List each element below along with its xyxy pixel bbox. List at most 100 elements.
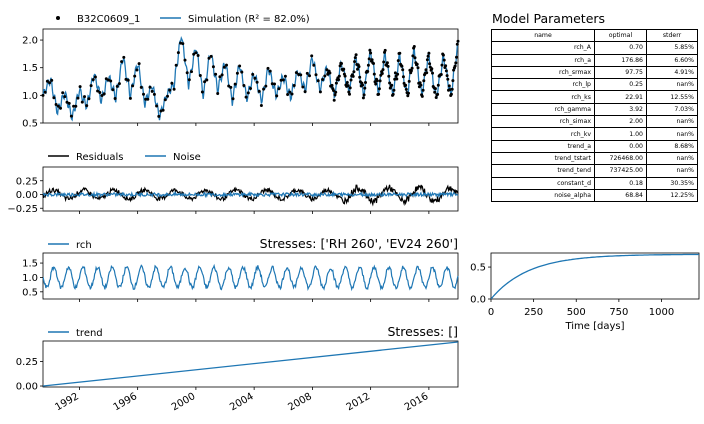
legend-obs: B32C0609_1 [77,14,140,25]
header-stderr: stderr [646,28,698,43]
param-name: rch_srmax [491,65,595,80]
observation-point [244,95,248,99]
param-row: trend_tend 737425.00 nan% [491,164,698,178]
params-table: name optimal stderr rch_A 0.70 5.85% rch_a 1… [491,28,698,203]
observation-point [268,69,272,73]
observation-point [76,96,80,100]
observation-point [109,79,113,83]
observation-point [45,79,49,83]
observation-point [166,94,169,98]
x-tick-label: 2004 [228,391,256,413]
observation-point [456,39,460,43]
observation-point [449,92,453,96]
observation-point [80,100,84,104]
observation-point [353,60,357,64]
observation-point [428,62,432,66]
param-name: trend_tend [491,164,595,178]
observation-point [352,70,356,74]
observation-point [348,86,352,90]
legend-trend: trend [76,328,103,339]
sim-plot [41,35,460,122]
param-optimal: 0.70 [594,41,647,55]
observation-point [275,94,279,98]
observation-point [207,56,211,60]
observation-point [194,51,198,55]
observation-point [270,82,274,86]
observation-point [415,62,419,66]
param-optimal: 1.00 [594,127,647,141]
observation-point [308,74,311,78]
observation-point [161,108,165,112]
observation-point [126,78,130,82]
x-tick-label: 1000 [649,307,674,318]
observation-point [453,64,457,68]
observation-point [310,54,314,58]
observation-point [404,87,408,91]
rch-line [42,263,459,292]
observation-point [393,71,397,75]
observation-point [50,78,54,82]
observation-point [312,63,316,67]
observation-point [372,72,376,76]
observation-point [446,77,450,81]
param-stderr: 5.85% [646,41,698,55]
rch-axes [42,252,459,300]
observation-point [185,71,189,75]
observation-point [455,42,459,46]
param-row: rch_A 0.70 5.85% [491,41,698,55]
residuals-line [42,184,459,207]
y-tick-label: 1.0 [22,273,38,284]
step-plot [490,253,699,300]
observation-point [266,66,270,70]
observation-point [74,104,78,108]
observation-point [203,80,207,84]
observation-point [117,82,121,86]
param-optimal: 176.86 [594,53,647,67]
observation-point [362,93,366,97]
observation-point [321,78,325,81]
param-name: rch_simax [491,115,595,129]
observation-point [363,86,367,90]
observation-point [229,85,233,89]
step-xlabel: Time [days] [564,321,624,332]
observation-point [146,97,150,101]
legend-noise: Noise [173,152,201,163]
observation-point [381,68,385,72]
observation-point [400,64,404,68]
rch-title: Stresses: ['RH 260', 'EV24 260'] [260,236,458,251]
param-stderr: 12.25% [646,188,698,203]
observation-point [351,74,355,78]
observation-point [233,82,237,86]
observation-point [337,78,341,82]
param-optimal: 0.00 [594,139,647,153]
observation-point [358,75,362,79]
observation-point [98,91,102,94]
y-tick-label: 0.25 [16,176,38,187]
observation-point [135,68,139,72]
observation-point [388,81,392,85]
res-plot [42,184,459,207]
observation-point [150,89,154,93]
observation-point [425,58,429,62]
observation-point [390,83,394,87]
rch-plot [42,263,459,292]
observation-point [187,78,191,82]
observation-point [163,98,167,102]
param-optimal: 22.91 [594,90,647,104]
param-row: rch_a 176.86 6.60% [491,53,698,67]
observation-point [242,84,246,87]
observation-point [357,65,361,69]
param-name: rch_kv [491,127,595,141]
observation-point [168,88,172,92]
observation-point [368,48,372,52]
param-row: rch_ks 22.91 12.55% [491,90,698,104]
param-stderr: nan% [646,164,698,178]
observation-point [455,55,458,59]
legend-sim: Simulation (R² = 82.0%) [188,14,310,25]
param-row: rch_gamma 3.92 7.03% [491,102,698,117]
observation-point [133,74,137,78]
observation-point [436,83,440,87]
observation-point [120,60,124,64]
observation-point [395,77,399,81]
